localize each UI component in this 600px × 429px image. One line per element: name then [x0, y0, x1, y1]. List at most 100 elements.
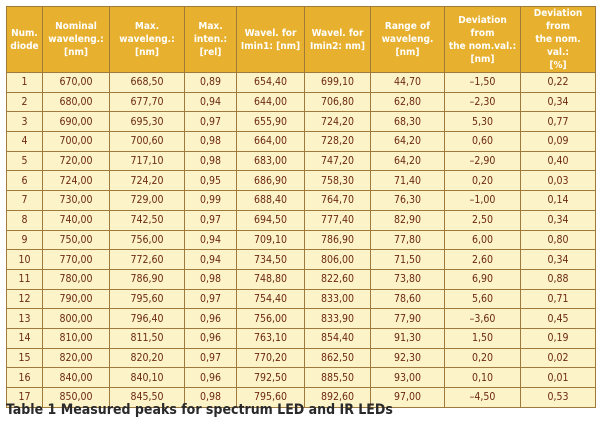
table-cell: 0,40: [520, 150, 596, 172]
table-cell: 0,77: [520, 111, 596, 133]
table-cell: 754,40: [236, 288, 305, 310]
table-cell: 786,90: [304, 229, 371, 251]
table-cell: 0,99: [184, 190, 237, 211]
table-cell: 0,96: [184, 308, 237, 329]
table-cell: 0,09: [520, 131, 596, 152]
table-cell: 68,30: [370, 111, 445, 133]
table-row: 4 700,00 700,60 0,98 664,00 728,20 64,20 0,60 0,…: [6, 131, 596, 152]
table-cell: 885,50: [304, 367, 371, 388]
table-cell: 0,02: [520, 347, 596, 369]
table-cell: 777,40: [304, 209, 371, 231]
table-cell: 2,60: [444, 249, 521, 270]
table-cell: 668,50: [109, 72, 185, 93]
table-cell: 700,00: [42, 131, 110, 152]
table-cell: 9: [6, 229, 43, 251]
table-cell: 2,50: [444, 209, 521, 231]
table-cell: 706,80: [304, 91, 371, 113]
table-cell: –2,30: [444, 91, 521, 113]
table-cell: 0,97: [184, 347, 237, 369]
table-cell: 0,01: [520, 367, 596, 388]
table-row: 3 690,00 695,30 0,97 655,90 724,20 68,30 5,30 0,…: [6, 111, 596, 133]
led-peaks-table: Num. diode Nominal waveleng.: [nm] Max. …: [6, 6, 596, 408]
table-cell: 13: [6, 308, 43, 329]
table-cell: 699,10: [304, 72, 371, 93]
table-cell: 795,60: [109, 288, 185, 310]
table-row: 8 740,00 742,50 0,97 694,50 777,40 82,90 2,50 0,…: [6, 209, 596, 231]
table-cell: 0,89: [184, 72, 237, 93]
table-cell: 806,00: [304, 249, 371, 270]
table-cell: 810,00: [42, 327, 110, 349]
table-cell: 0,03: [520, 170, 596, 192]
table-cell: 664,00: [236, 131, 305, 152]
table-row: 12 790,00 795,60 0,97 754,40 833,00 78,60 5,60 0…: [6, 288, 596, 310]
table-cell: 750,00: [42, 229, 110, 251]
table-cell: 694,50: [236, 209, 305, 231]
table-cell: 0,98: [184, 387, 237, 408]
table-cell: 0,34: [520, 91, 596, 113]
table-cell: 690,00: [42, 111, 110, 133]
table-cell: 6,90: [444, 268, 521, 290]
table-cell: 0,97: [184, 209, 237, 231]
table-cell: 724,20: [109, 170, 185, 192]
table-row: 16 840,00 840,10 0,96 792,50 885,50 93,00 0,10 0…: [6, 367, 596, 388]
table-row: 2 680,00 677,70 0,94 644,00 706,80 62,80 –2,30 0…: [6, 91, 596, 113]
header-cell: Wavel. for Imin1: [nm]: [236, 6, 305, 73]
table-cell: 0,45: [520, 308, 596, 329]
table-cell: 654,40: [236, 72, 305, 93]
table-cell: 6: [6, 170, 43, 192]
table-cell: 92,30: [370, 347, 445, 369]
table-body: 1 670,00 668,50 0,89 654,40 699,10 44,70 –1,50 0…: [6, 72, 596, 408]
table-cell: 728,20: [304, 131, 371, 152]
table-cell: 71,40: [370, 170, 445, 192]
table-row: 6 724,00 724,20 0,95 686,90 758,30 71,40 0,20 0,…: [6, 170, 596, 192]
table-cell: 0,53: [520, 387, 596, 408]
table-cell: –1,00: [444, 190, 521, 211]
table-cell: 734,50: [236, 249, 305, 270]
table-row: 14 810,00 811,50 0,96 763,10 854,40 91,30 1,50 0…: [6, 327, 596, 349]
table-cell: 742,50: [109, 209, 185, 231]
table-row: 11 780,00 786,90 0,98 748,80 822,60 73,80 6,90 0…: [6, 268, 596, 290]
table-cell: 758,30: [304, 170, 371, 192]
table-cell: 5: [6, 150, 43, 172]
table-cell: 780,00: [42, 268, 110, 290]
table-cell: 850,00: [42, 387, 110, 408]
header-row: Num. diode Nominal waveleng.: [nm] Max. …: [6, 6, 596, 73]
table-cell: 0,10: [444, 367, 521, 388]
table-cell: 0,34: [520, 249, 596, 270]
table-cell: 0,94: [184, 229, 237, 251]
table-cell: 695,30: [109, 111, 185, 133]
header-cell: Deviation from the nom. val.: [%]: [520, 6, 596, 73]
table-cell: 763,10: [236, 327, 305, 349]
table-cell: 0,98: [184, 131, 237, 152]
table-cell: 76,30: [370, 190, 445, 211]
table-row: 17 850,00 845,50 0,98 795,60 892,60 97,00 –4,50…: [6, 387, 596, 408]
table-cell: 0,71: [520, 288, 596, 310]
table-cell: 811,50: [109, 327, 185, 349]
header-cell: Max. waveleng.: [nm]: [109, 6, 185, 73]
table-caption: Table 1 Measured peaks for spectrum LED …: [6, 402, 393, 418]
table-cell: 700,60: [109, 131, 185, 152]
table-cell: 756,00: [109, 229, 185, 251]
table-cell: 795,60: [236, 387, 305, 408]
table-cell: 0,97: [184, 288, 237, 310]
table-cell: 0,22: [520, 72, 596, 93]
table-cell: 16: [6, 367, 43, 388]
table-cell: 786,90: [109, 268, 185, 290]
table-row: 15 820,00 820,20 0,97 770,20 862,50 92,30 0,20 0…: [6, 347, 596, 369]
table-cell: 0,96: [184, 367, 237, 388]
table-cell: 78,60: [370, 288, 445, 310]
table-cell: 670,00: [42, 72, 110, 93]
table-cell: 717,10: [109, 150, 185, 172]
table-cell: 800,00: [42, 308, 110, 329]
table-cell: 747,20: [304, 150, 371, 172]
table-cell: 0,80: [520, 229, 596, 251]
table-cell: 71,50: [370, 249, 445, 270]
table-cell: 0,98: [184, 150, 237, 172]
table-cell: 77,80: [370, 229, 445, 251]
header-cell: Range of waveleng. [nm]: [370, 6, 445, 73]
table-cell: 833,00: [304, 288, 371, 310]
header-cell: Num. diode: [6, 6, 43, 73]
table-cell: 4: [6, 131, 43, 152]
table-cell: 62,80: [370, 91, 445, 113]
table-cell: 688,40: [236, 190, 305, 211]
